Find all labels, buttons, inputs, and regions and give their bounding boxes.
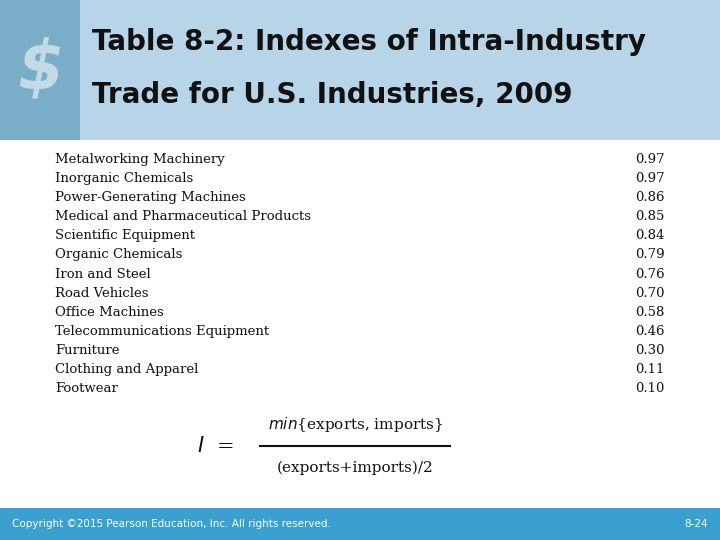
Text: Trade for U.S. Industries, 2009: Trade for U.S. Industries, 2009 xyxy=(92,81,572,109)
Bar xyxy=(0,0,720,140)
Text: 0.10: 0.10 xyxy=(636,382,665,395)
Text: Telecommunications Equipment: Telecommunications Equipment xyxy=(55,325,269,338)
Text: 0.30: 0.30 xyxy=(636,344,665,357)
Text: Power-Generating Machines: Power-Generating Machines xyxy=(55,191,246,204)
Text: Scientific Equipment: Scientific Equipment xyxy=(55,230,195,242)
Text: $\mathit{min}${exports, imports}: $\mathit{min}${exports, imports} xyxy=(268,415,443,434)
Text: 0.79: 0.79 xyxy=(635,248,665,261)
Text: Iron and Steel: Iron and Steel xyxy=(55,267,150,280)
Text: 8-24: 8-24 xyxy=(685,519,708,529)
Text: Office Machines: Office Machines xyxy=(55,306,163,319)
Text: Inorganic Chemicals: Inorganic Chemicals xyxy=(55,172,193,185)
Text: Road Vehicles: Road Vehicles xyxy=(55,287,148,300)
Text: 0.11: 0.11 xyxy=(636,363,665,376)
Text: 0.84: 0.84 xyxy=(636,230,665,242)
Text: Copyright ©2015 Pearson Education, Inc. All rights reserved.: Copyright ©2015 Pearson Education, Inc. … xyxy=(12,519,331,529)
Text: Clothing and Apparel: Clothing and Apparel xyxy=(55,363,199,376)
Text: 0.85: 0.85 xyxy=(636,210,665,223)
Text: Footwear: Footwear xyxy=(55,382,118,395)
Text: 0.86: 0.86 xyxy=(636,191,665,204)
Bar xyxy=(0,508,720,540)
Text: Furniture: Furniture xyxy=(55,344,120,357)
Text: Medical and Pharmaceutical Products: Medical and Pharmaceutical Products xyxy=(55,210,311,223)
Text: Metalworking Machinery: Metalworking Machinery xyxy=(55,153,225,166)
Text: $: $ xyxy=(17,37,63,103)
Text: 0.76: 0.76 xyxy=(635,267,665,280)
Text: $\mathit{I}$  =: $\mathit{I}$ = xyxy=(197,436,234,456)
Text: 0.70: 0.70 xyxy=(636,287,665,300)
Text: 0.97: 0.97 xyxy=(635,153,665,166)
Text: (exports+imports)/2: (exports+imports)/2 xyxy=(277,461,433,475)
Text: 0.46: 0.46 xyxy=(636,325,665,338)
Text: 0.58: 0.58 xyxy=(636,306,665,319)
Text: Organic Chemicals: Organic Chemicals xyxy=(55,248,182,261)
Bar xyxy=(0,0,80,140)
Text: Table 8-2: Indexes of Intra-Industry: Table 8-2: Indexes of Intra-Industry xyxy=(92,28,646,56)
Text: 0.97: 0.97 xyxy=(635,172,665,185)
